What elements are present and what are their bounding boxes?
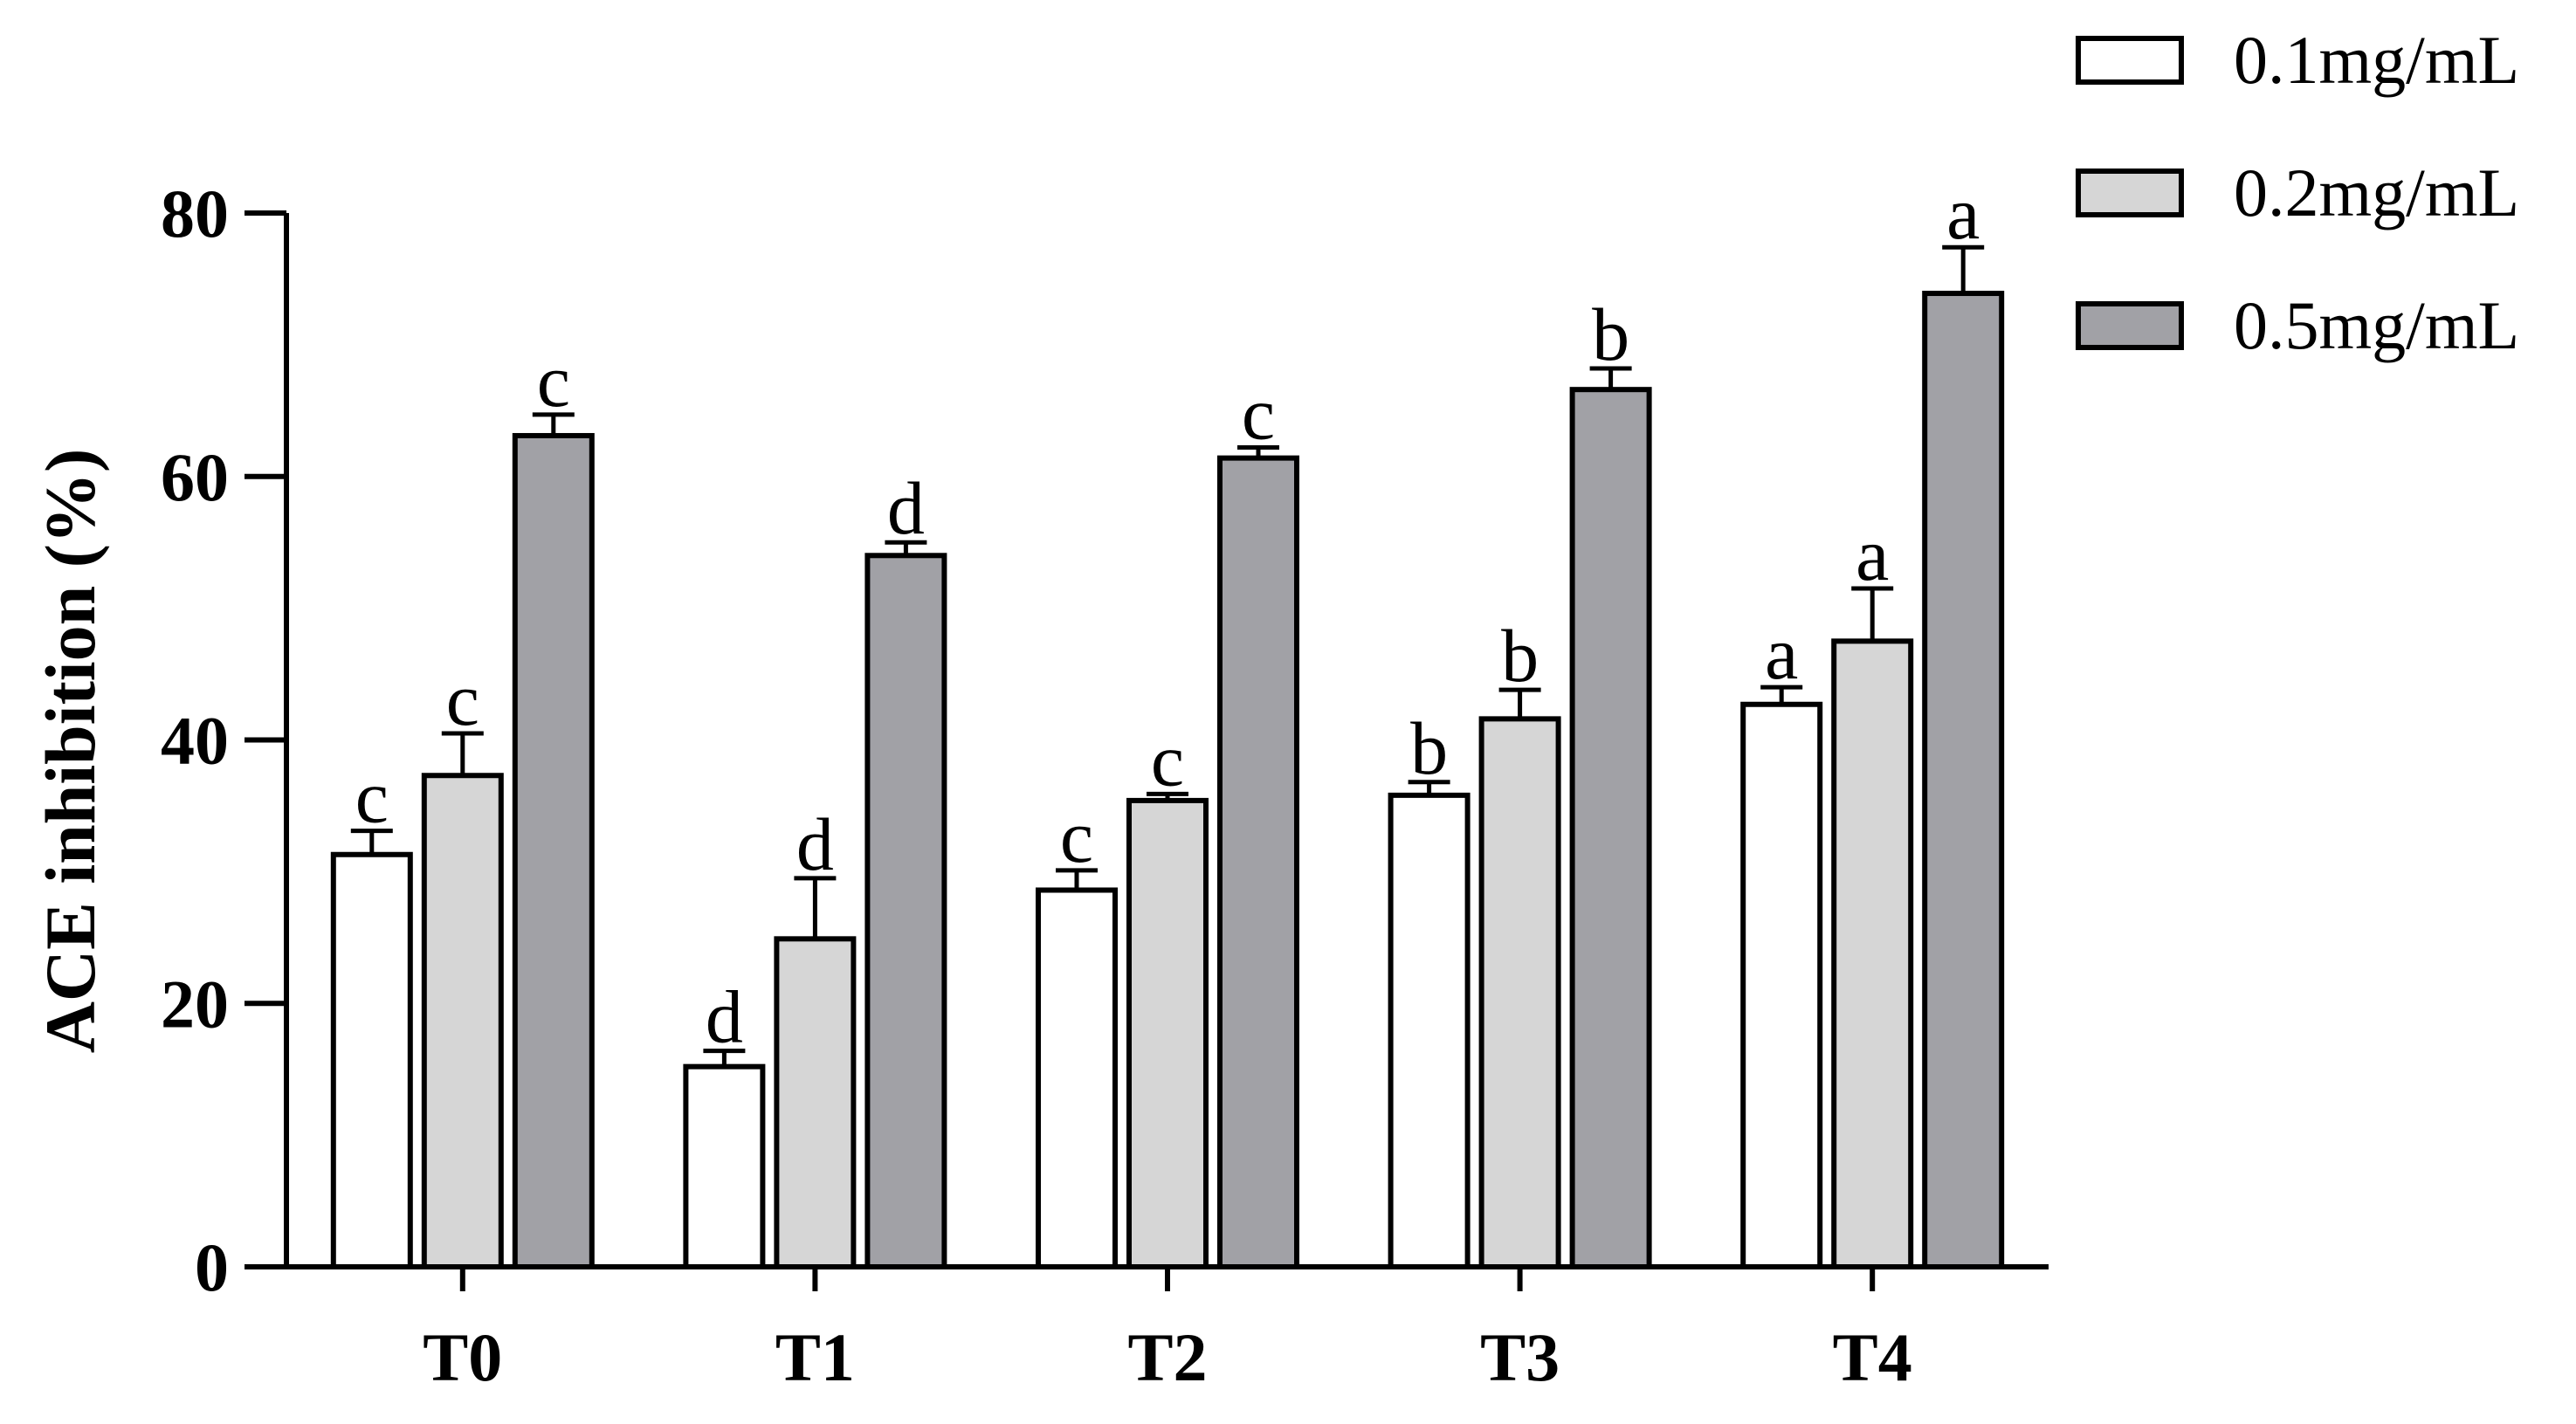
bar-T0-series-2 [512,432,595,1269]
x-tick-label-T1: T1 [775,1319,855,1395]
bar-T0-series-0 [330,851,413,1269]
legend-label-1: 0.2mg/mL [2234,155,2519,230]
y-tick-label-60: 60 [161,439,229,515]
significance-label-T3-series-1: b [1501,614,1539,698]
significance-label-T0-series-1: c [446,657,479,741]
x-tick-label-T4: T4 [1833,1319,1912,1395]
legend-swatch-2 [2076,301,2184,350]
bar-T2-series-2 [1217,455,1299,1269]
x-tick-label-T2: T2 [1127,1319,1207,1395]
bar-T3-series-0 [1388,792,1471,1269]
legend-swatch-0 [2076,36,2184,85]
axes: T0 T1 T2 T3 T4 0 20 40 60 80 [161,175,2049,1395]
bar-T1-series-2 [864,553,947,1269]
y-axis-title: ACE inhibition (%) [31,449,110,1054]
legend-label-2: 0.5mg/mL [2234,287,2519,363]
significance-label-T4-series-1: a [1856,513,1889,596]
x-tick-label-T3: T3 [1480,1319,1560,1395]
bar-T4-series-2 [1922,291,2005,1270]
significance-label-T3-series-0: b [1410,706,1448,790]
bar-T3-series-2 [1569,387,1652,1269]
significance-label-T1-series-0: d [706,975,743,1059]
y-tick-label-80: 80 [161,175,229,251]
x-tick-label-T0: T0 [423,1319,502,1395]
bar-T2-series-1 [1126,797,1209,1269]
significance-label-T1-series-2: d [887,466,925,550]
bar-T3-series-1 [1478,716,1561,1269]
significance-label-T0-series-2: c [537,339,570,423]
bar-T2-series-0 [1036,887,1118,1269]
significance-label-T2-series-2: c [1242,372,1275,456]
significance-label-T2-series-0: c [1060,795,1093,878]
significance-label-T2-series-1: c [1151,718,1184,801]
significance-label-T4-series-0: a [1765,611,1798,695]
y-tick-label-0: 0 [195,1229,229,1305]
legend-swatch-1 [2076,169,2184,217]
bar-T4-series-0 [1740,701,1823,1269]
bar-T4-series-1 [1831,638,1914,1269]
y-tick-label-20: 20 [161,966,229,1042]
bar-T1-series-1 [774,936,857,1270]
bar-T0-series-1 [421,773,504,1269]
significance-label-T1-series-1: d [796,802,834,886]
significance-label-T4-series-2: a [1946,171,1980,255]
significance-label-T3-series-2: b [1592,292,1629,376]
y-tick-label-40: 40 [161,703,229,779]
significance-label-T0-series-0: c [355,755,389,839]
bar-T1-series-0 [683,1063,766,1270]
legend: 0.1mg/mL 0.2mg/mL 0.5mg/mL [2076,22,2519,363]
legend-label-0: 0.1mg/mL [2234,22,2519,98]
